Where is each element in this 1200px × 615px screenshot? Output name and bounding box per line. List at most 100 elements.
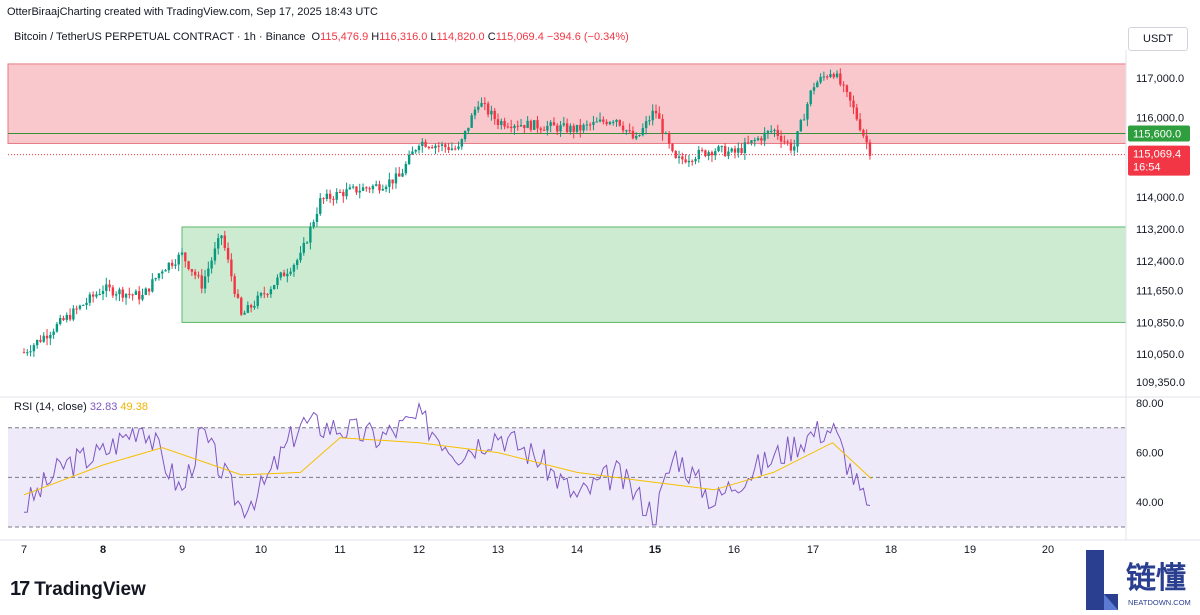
rsi-pane xyxy=(8,401,1126,528)
candle-down xyxy=(565,123,569,132)
candle-up xyxy=(279,272,282,278)
high-value: 116,316.0 xyxy=(379,31,428,43)
candle-up xyxy=(315,213,319,223)
candle-down xyxy=(509,126,513,129)
candle-down xyxy=(447,147,450,150)
candle-up xyxy=(595,121,598,123)
candle-up xyxy=(835,73,839,78)
candle-up xyxy=(78,305,82,309)
candle-up xyxy=(756,138,760,141)
candle-down xyxy=(282,272,286,277)
candle-up xyxy=(85,302,88,306)
candle-up xyxy=(312,222,315,227)
time-tick-label: 8 xyxy=(100,544,106,556)
candle-up xyxy=(664,133,668,135)
candle-up xyxy=(292,265,296,272)
candle-down xyxy=(147,288,151,292)
rsi-ma-value: 49.38 xyxy=(120,401,148,413)
time-tick-label: 9 xyxy=(179,544,185,556)
candle-down xyxy=(691,160,694,162)
candle-up xyxy=(167,262,171,271)
candle-down xyxy=(862,130,865,136)
candle-up xyxy=(35,340,39,346)
candle-down xyxy=(263,293,266,295)
candle-up xyxy=(213,248,217,261)
axes: 117,000.0 116,000.0 114,000.0 113,200.0 112,… xyxy=(0,50,1200,556)
candle-down xyxy=(654,110,658,114)
candle-up xyxy=(766,130,770,133)
candle-up xyxy=(309,226,312,243)
close-value: 115,069.4 xyxy=(495,31,544,43)
candle-up xyxy=(575,124,579,132)
candle-up xyxy=(651,110,654,121)
candle-up xyxy=(440,144,444,146)
candle-up xyxy=(687,160,691,163)
candle-down xyxy=(832,74,835,78)
candle-up xyxy=(460,139,463,147)
candle-up xyxy=(52,331,55,335)
rsi-legend: RSI (14, close) 32.83 49.38 xyxy=(14,401,148,413)
candle-up xyxy=(533,120,536,130)
candle-down xyxy=(190,269,194,272)
symbol-legend: Bitcoin / TetherUS PERPETUAL CONTRACT · … xyxy=(14,31,629,43)
candle-down xyxy=(391,179,394,184)
time-tick-label: 16 xyxy=(728,544,740,556)
candle-up xyxy=(411,151,414,155)
time-tick-label: 20 xyxy=(1042,544,1054,556)
candle-up xyxy=(585,124,589,126)
candle-up xyxy=(32,345,36,352)
candle-down xyxy=(671,143,674,152)
candle-up xyxy=(473,109,477,116)
time-tick-label: 14 xyxy=(571,544,583,556)
candle-down xyxy=(760,138,763,141)
candle-down xyxy=(602,119,605,122)
candle-down xyxy=(486,103,490,115)
candle-down xyxy=(523,124,526,129)
candle-up xyxy=(217,238,220,249)
candle-down xyxy=(776,129,779,137)
currency-button[interactable]: USDT xyxy=(1128,27,1188,51)
symbol-title: Bitcoin / TetherUS PERPETUAL CONTRACT · … xyxy=(14,31,306,43)
candle-up xyxy=(65,314,68,320)
candle-down xyxy=(75,308,78,310)
candle-down xyxy=(454,148,457,150)
candle-down xyxy=(789,142,793,151)
candle-up xyxy=(82,305,85,307)
time-tick-label: 15 xyxy=(649,544,661,556)
candle-up xyxy=(546,125,549,131)
candle-down xyxy=(496,119,500,126)
candle-up xyxy=(361,187,365,191)
price-tick-label: 112,400.0 xyxy=(1136,256,1184,268)
candle-up xyxy=(526,120,529,129)
level-price-label: 115,600.0 xyxy=(1133,129,1181,141)
candle-up xyxy=(26,352,29,354)
candle-up xyxy=(154,278,157,280)
candle-up xyxy=(42,335,45,342)
candle-up xyxy=(819,76,822,83)
candle-down xyxy=(661,118,664,134)
candle-up xyxy=(325,193,329,199)
watermark-text: 链懂 xyxy=(1126,561,1186,595)
candle-down xyxy=(723,146,727,157)
candle-down xyxy=(111,287,115,296)
candle-down xyxy=(539,128,542,130)
candle-up xyxy=(29,351,32,353)
candle-down xyxy=(430,147,434,149)
candle-up xyxy=(730,148,733,152)
candle-down xyxy=(233,276,236,294)
candle-down xyxy=(39,340,42,342)
candle-up xyxy=(177,254,180,265)
candle-down xyxy=(588,124,592,126)
candle-up xyxy=(793,146,796,151)
candle-up xyxy=(450,148,454,150)
candle-down xyxy=(529,120,533,130)
candle-up xyxy=(559,125,562,132)
candle-up xyxy=(582,124,585,131)
tradingview-logo[interactable]: 17 TradingView xyxy=(10,578,146,601)
candle-down xyxy=(187,261,190,270)
candle-up xyxy=(829,74,832,78)
candle-down xyxy=(378,184,381,191)
candle-up xyxy=(276,277,279,286)
candle-down xyxy=(618,119,621,126)
